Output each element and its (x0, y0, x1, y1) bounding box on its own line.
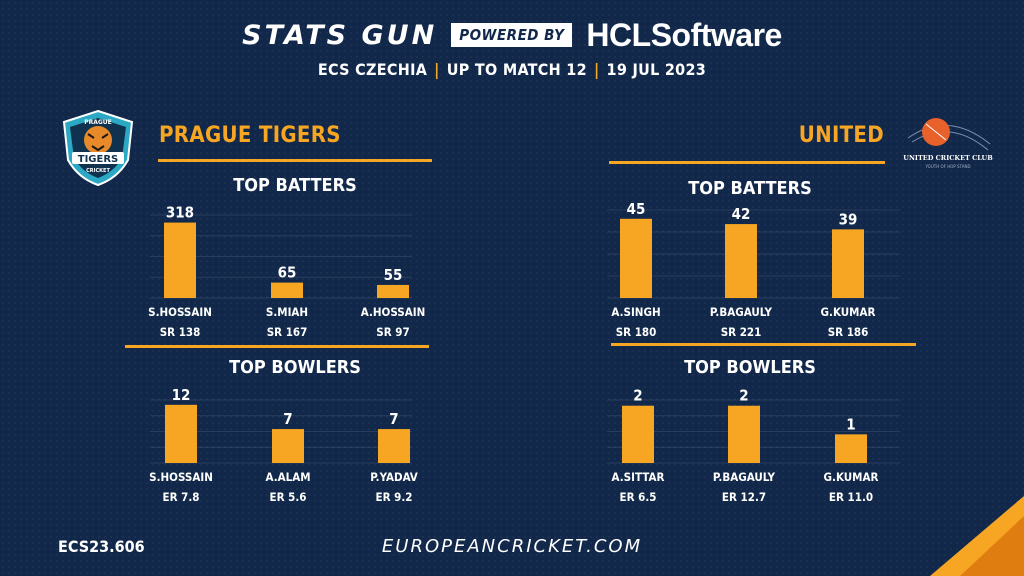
category-label: A.HOSSAIN (361, 305, 426, 319)
data-label: 7 (283, 410, 292, 428)
logo-text-united: UNITED CRICKET CLUB (903, 154, 993, 162)
category-label: P.BAGAULY (713, 470, 776, 484)
data-label: 1 (846, 415, 855, 433)
bar (377, 284, 409, 298)
rate-label: ER 7.8 (163, 490, 200, 504)
powered-by-badge: POWERED BY (451, 23, 573, 47)
team-rule-right (609, 161, 885, 164)
category-label: S.HOSSAIN (148, 305, 212, 319)
bar (271, 282, 303, 298)
right-mid-rule (611, 343, 916, 346)
rate-label: SR 97 (376, 325, 409, 339)
bar (725, 224, 757, 298)
data-label: 7 (389, 410, 398, 428)
rate-label: ER 9.2 (376, 490, 413, 504)
rate-label: ER 12.7 (722, 490, 766, 504)
page-subtitle: ECS CZECHIA | UP TO MATCH 12 | 19 JUL 2023 (0, 60, 1024, 79)
data-label: 2 (633, 387, 642, 405)
report-date: 19 JUL 2023 (606, 60, 707, 79)
team-name-right: UNITED (798, 123, 884, 148)
logo-text-prague: PRAGUE (84, 119, 112, 126)
brand-name: STATS GUN (242, 19, 438, 51)
brand-row: STATS GUN POWERED BY HCLSoftware (0, 14, 1024, 56)
rate-label: ER 11.0 (829, 490, 873, 504)
rate-label: ER 6.5 (620, 490, 657, 504)
bar (835, 434, 867, 463)
separator: | (593, 60, 600, 79)
corner-decoration (930, 496, 1024, 576)
category-label: A.SINGH (611, 305, 660, 319)
category-label: S.MIAH (266, 305, 308, 319)
rate-label: ER 5.6 (270, 490, 307, 504)
data-label: 65 (278, 264, 297, 282)
category-label: A.ALAM (265, 470, 310, 484)
footer-website-link[interactable]: EUROPEANCRICKET.COM (381, 536, 643, 557)
category-label: S.HOSSAIN (149, 470, 213, 484)
data-label: 12 (172, 386, 191, 404)
category-label: G.KUMAR (824, 470, 879, 484)
data-label: 45 (627, 200, 646, 218)
competition-name: ECS CZECHIA (317, 60, 428, 79)
prague-tigers-logo: TIGERS PRAGUE CRICKET (62, 109, 134, 187)
category-label: P.BAGAULY (710, 305, 773, 319)
bar (622, 405, 654, 463)
rate-label: SR 167 (267, 325, 308, 339)
footer-code: ECS23.606 (58, 537, 145, 556)
rate-label: SR 138 (160, 325, 201, 339)
data-label: 39 (839, 210, 858, 228)
logo-text-sub: YOUTH OF HOP STAND (924, 164, 970, 169)
left-batters-title: TOP BATTERS (233, 175, 357, 196)
rate-label: SR 186 (828, 325, 869, 339)
match-range: UP TO MATCH 12 (446, 60, 587, 79)
sponsor-logo-text: HCLSoftware (586, 16, 782, 53)
category-label: A.SITTAR (612, 470, 665, 484)
left-bowlers-title: TOP BOWLERS (229, 357, 361, 378)
bar (272, 429, 304, 463)
bar (728, 405, 760, 463)
header: STATS GUN POWERED BY HCLSoftware ECS CZE… (0, 14, 1024, 80)
united-logo: UNITED CRICKET CLUB YOUTH OF HOP STAND (903, 118, 993, 169)
rate-label: SR 221 (721, 325, 762, 339)
logo-text-tigers: TIGERS (78, 154, 118, 165)
data-label: 2 (739, 387, 748, 405)
team-name-left: PRAGUE TIGERS (159, 123, 341, 148)
right-batters-title: TOP BATTERS (688, 178, 812, 199)
bar (378, 429, 410, 463)
right-bowlers-title: TOP BOWLERS (684, 357, 816, 378)
category-label: G.KUMAR (821, 305, 876, 319)
logo-text-cricket: CRICKET (86, 168, 110, 174)
separator: | (434, 60, 440, 79)
data-label: 318 (166, 204, 194, 222)
category-label: P.YADAV (370, 470, 418, 484)
bar (832, 229, 864, 298)
bar (620, 218, 652, 298)
bar (165, 404, 197, 463)
rate-label: SR 180 (616, 325, 657, 339)
data-label: 55 (384, 266, 403, 284)
left-mid-rule (125, 345, 429, 348)
data-label: 42 (732, 205, 751, 223)
team-rule-left (158, 159, 432, 162)
bar (164, 222, 196, 298)
